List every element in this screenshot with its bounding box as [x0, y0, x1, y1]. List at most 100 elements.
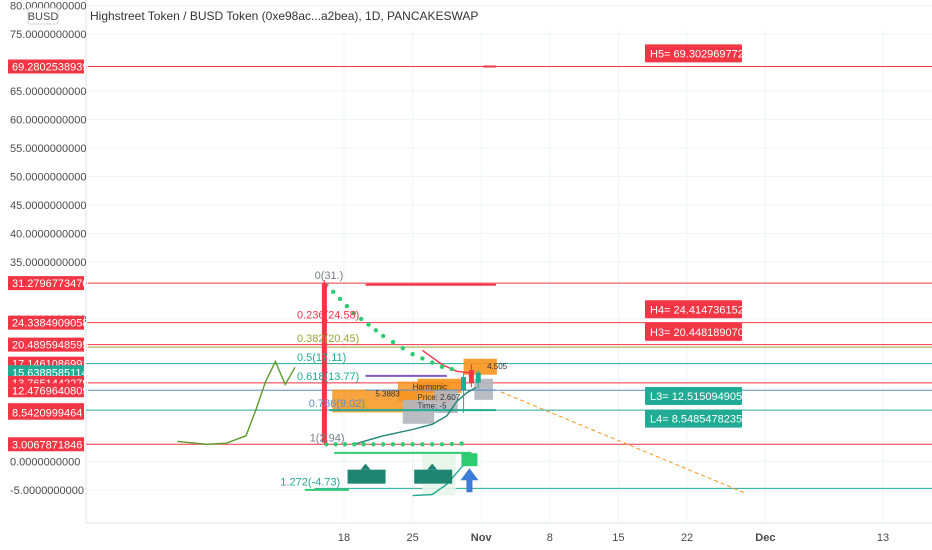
pivot-tag: H3= 20.4481890702 — [645, 322, 750, 341]
time-tick-label: 22 — [681, 532, 693, 544]
price-tag-label: 24.3384909058 — [12, 318, 88, 330]
price-tag-label: 20.4895948595 — [12, 340, 88, 352]
price-axis[interactable]: 80.000000000075.000000000065.00000000006… — [8, 0, 88, 497]
pivot-tag: H4= 24.4147361525 — [645, 300, 750, 319]
time-tick-label: 8 — [547, 532, 553, 544]
trend-dot — [439, 364, 445, 369]
trend-dot — [400, 345, 405, 351]
pattern-annotation: 5.3883 — [375, 389, 400, 398]
support-dot — [381, 442, 386, 447]
trend-dot — [366, 322, 371, 327]
trend-dot — [381, 333, 386, 339]
pivot-tag: L4= 8.5485478235 — [645, 409, 742, 428]
price-tick-label: 50.0000000000 — [10, 171, 86, 183]
fib-label: 0.786(9.02) — [309, 398, 365, 410]
pattern-annotation: 4.505 — [487, 362, 508, 371]
price-tag-label: 8.5420999464 — [12, 408, 82, 420]
candle-body — [321, 282, 327, 443]
support-dot — [324, 442, 329, 447]
chart-title: Highstreet Token / BUSD Token (0xe98ac..… — [90, 9, 478, 23]
candle-body — [475, 372, 481, 383]
price-tag-label: 31.2796773470 — [12, 278, 88, 290]
marker-box — [414, 469, 453, 484]
price-tag-box — [8, 337, 84, 352]
signal-box — [461, 453, 478, 467]
trend-dot — [410, 352, 415, 357]
support-dot — [420, 442, 425, 447]
price-tag-box — [8, 405, 84, 420]
trend-dot — [390, 339, 396, 345]
pivot-tag-box — [645, 44, 742, 63]
price-tag-box — [8, 365, 84, 380]
fib-label: 0.5(17.11) — [297, 352, 346, 364]
trend-dot — [420, 356, 425, 361]
candles — [321, 280, 481, 445]
support-dot — [342, 442, 348, 447]
pattern-box — [332, 389, 418, 413]
pattern-box — [417, 378, 462, 393]
pivot-tag-box — [645, 322, 742, 341]
support-dot — [430, 442, 435, 447]
pivot-tag: L3= 12.5150949057 — [645, 387, 748, 406]
candle-body — [461, 377, 467, 391]
pattern-box — [474, 378, 493, 400]
price-tag: 8.5420999464 — [8, 405, 84, 420]
price-tag-box — [8, 59, 84, 74]
marker-pointer — [360, 463, 371, 470]
price-tag-label: 12.4769640809 — [12, 385, 88, 397]
pivot-tag-text: H5= 69.3029697728 — [650, 48, 750, 60]
price-tag: 20.4895948595 — [8, 337, 88, 352]
price-tick-label: 40.0000000000 — [10, 228, 86, 240]
series-line — [177, 359, 296, 446]
fib-label: 0.618(13.77) — [297, 371, 359, 383]
trend-dot — [351, 311, 356, 316]
marker-pointer — [427, 463, 438, 470]
trend-dot — [373, 328, 379, 333]
chart-grid — [85, 0, 932, 524]
time-tick-label: Dec — [755, 532, 775, 544]
pivot-tag-text: H3= 20.4481890702 — [650, 327, 750, 339]
support-dot — [410, 442, 415, 447]
time-tick-label: 15 — [612, 532, 624, 544]
price-tick-label: 60.0000000000 — [10, 114, 86, 126]
pivot-tag-box — [645, 387, 742, 406]
price-tag: 69.2802538939 — [8, 59, 88, 74]
support-dot — [390, 442, 396, 447]
time-axis[interactable]: 18 25 Nov 8 15 22 Dec 13 — [338, 532, 889, 544]
fib-label: 1.272(-4.73) — [280, 476, 340, 488]
pattern-annotation: Harmonic — [413, 383, 447, 392]
price-tick-label: 65.0000000000 — [10, 86, 86, 98]
price-tag-box — [8, 383, 84, 398]
time-tick-label: Nov — [471, 532, 493, 544]
series-line — [353, 386, 477, 445]
pattern-box — [402, 399, 435, 424]
buy-arrow-icon — [460, 468, 479, 493]
fib-label: 0.236(24.58) — [297, 309, 359, 321]
marker-box — [347, 469, 386, 484]
price-tag-box — [8, 437, 84, 452]
pivot-tag-text: L3= 12.5150949057 — [650, 391, 748, 403]
pattern-boxes — [304, 358, 497, 496]
pattern-annotation: Time: -5 — [418, 401, 448, 410]
price-tag: 31.2796773470 — [8, 276, 88, 291]
price-tick-label: 75.0000000000 — [10, 29, 86, 41]
support-dot — [459, 441, 464, 446]
time-tick-label: 25 — [406, 532, 418, 544]
trend-dot — [344, 303, 350, 309]
series-line — [421, 349, 472, 374]
price-tag: 12.4769640809 — [8, 383, 88, 398]
price-tag: 24.3384909058 — [8, 315, 88, 330]
price-tick-label: 55.0000000000 — [10, 143, 86, 155]
pivot-tag-text: L4= 8.5485478235 — [650, 414, 742, 426]
price-tag-label: 3.0067871846 — [12, 439, 82, 451]
horizontal-levels — [86, 65, 932, 494]
projection-line — [500, 391, 746, 494]
time-tick-label: 13 — [877, 532, 889, 544]
support-dot — [400, 442, 405, 447]
price-tick-label: 0.0000000000 — [10, 456, 80, 468]
pivot-tag-box — [645, 409, 742, 428]
chart-header: BUSD Highstreet Token / BUSD Token (0xe9… — [27, 7, 478, 25]
fib-label: 0(31.) — [315, 270, 344, 282]
pattern-annotation: Price: 2.607 — [418, 393, 461, 402]
